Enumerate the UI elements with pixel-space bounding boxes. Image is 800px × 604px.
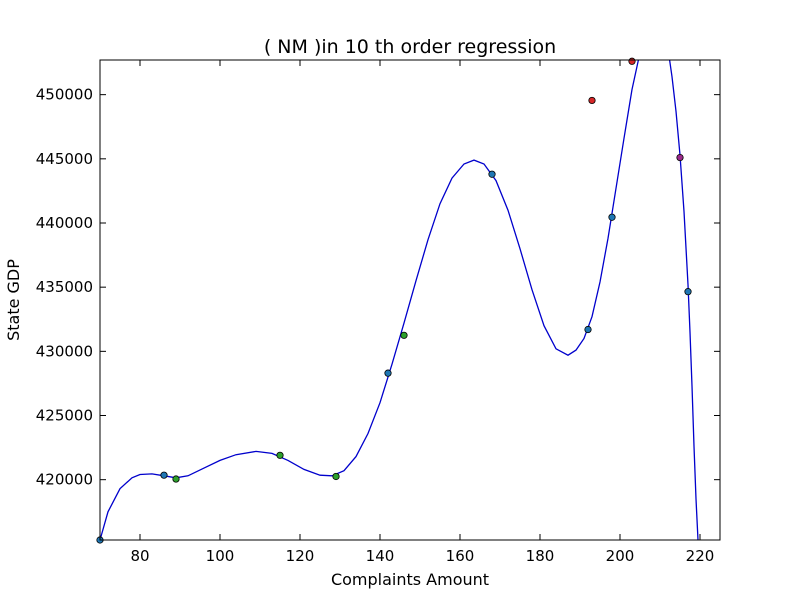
data-point xyxy=(676,153,684,162)
data-point xyxy=(160,471,168,479)
y-tick-label: 430000 xyxy=(36,342,93,360)
x-axis-label: Complaints Amount xyxy=(331,570,489,589)
x-tick-label: 160 xyxy=(446,547,475,565)
x-tick-label: 180 xyxy=(526,547,555,565)
y-tick-label: 445000 xyxy=(36,150,93,168)
regression-curve-segment-1 xyxy=(99,59,640,541)
y-tick-label: 420000 xyxy=(36,471,93,489)
x-axis: 80 100 120 140 160 180 200 220 xyxy=(130,60,714,565)
data-point xyxy=(488,170,496,178)
x-tick-label: 200 xyxy=(606,547,635,565)
data-point xyxy=(276,451,284,459)
regression-curve-segment-2 xyxy=(668,59,699,541)
x-tick-label: 140 xyxy=(366,547,395,565)
data-point xyxy=(384,369,392,377)
x-tick-label: 120 xyxy=(286,547,315,565)
y-axis-label: State GDP xyxy=(4,259,23,341)
data-point xyxy=(608,213,616,221)
data-point xyxy=(584,325,592,334)
x-tick-label: 220 xyxy=(686,547,715,565)
x-tick-label: 100 xyxy=(206,547,235,565)
data-point xyxy=(332,472,340,481)
y-tick-label: 440000 xyxy=(36,214,93,232)
y-tick-label: 450000 xyxy=(36,86,93,104)
y-axis: 420000 425000 430000 435000 440000 445000 4500… xyxy=(36,86,720,489)
y-tick-label: 425000 xyxy=(36,407,93,425)
chart-title: ( NM )in 10 th order regression xyxy=(264,36,556,58)
data-point xyxy=(628,57,636,65)
x-tick-label: 80 xyxy=(130,547,149,565)
data-point xyxy=(684,288,692,296)
data-point xyxy=(400,331,408,339)
plot-frame xyxy=(99,59,721,541)
regression-curve xyxy=(99,59,699,541)
data-point xyxy=(588,96,596,105)
y-tick-label: 435000 xyxy=(36,278,93,296)
data-point xyxy=(172,475,180,483)
